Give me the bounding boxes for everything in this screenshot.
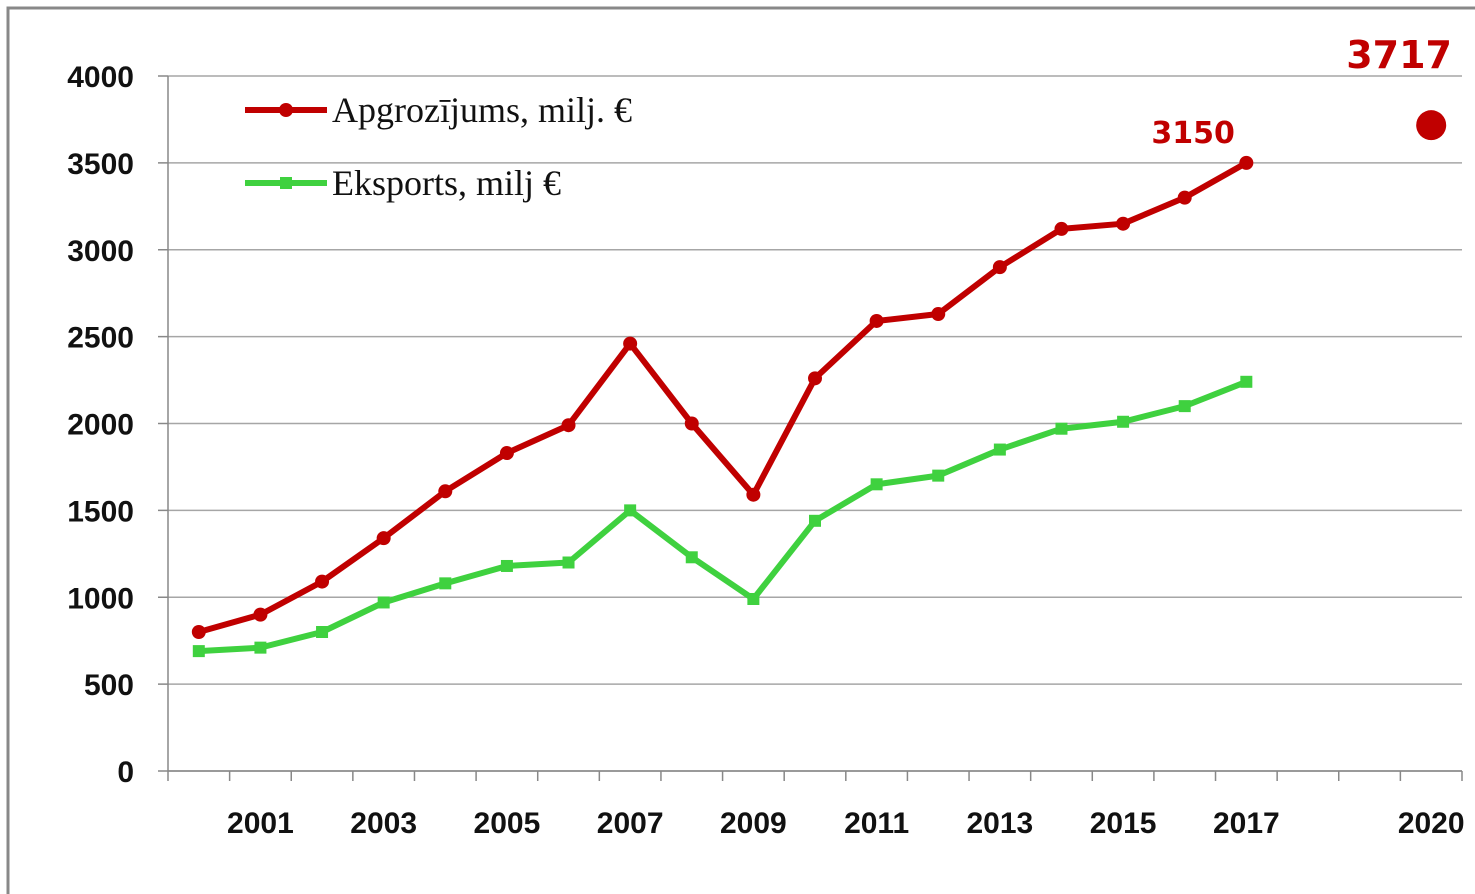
data-point bbox=[499, 446, 514, 461]
data-point bbox=[439, 577, 452, 590]
y-tick-label: 4000 bbox=[67, 61, 134, 94]
data-point bbox=[624, 504, 637, 517]
y-tick-label: 0 bbox=[117, 756, 134, 789]
data-point bbox=[870, 478, 883, 491]
data-point bbox=[808, 371, 822, 386]
legend-marker bbox=[280, 177, 292, 189]
series-line bbox=[198, 379, 1248, 655]
x-tick-label: 2015 bbox=[1090, 807, 1157, 840]
x-tick-label: 2009 bbox=[720, 807, 787, 840]
data-point bbox=[684, 416, 699, 431]
x-tick-label: 2001 bbox=[227, 807, 294, 840]
data-point bbox=[1117, 415, 1130, 428]
data-point bbox=[254, 641, 267, 654]
data-point bbox=[685, 551, 698, 564]
y-tick-label: 1000 bbox=[67, 582, 134, 615]
legend-label: Apgrozījums, milj. € bbox=[332, 90, 632, 130]
data-point bbox=[1239, 155, 1254, 170]
data-point bbox=[316, 626, 329, 638]
legend-marker bbox=[279, 103, 293, 117]
x-tick-label: 2005 bbox=[474, 807, 541, 840]
x-tick-label: 2003 bbox=[350, 807, 417, 840]
data-point bbox=[1116, 216, 1131, 231]
data-point bbox=[253, 607, 268, 622]
x-tick-label: 2013 bbox=[966, 807, 1033, 840]
y-tick-label: 3000 bbox=[67, 235, 134, 268]
data-point bbox=[500, 559, 513, 572]
data-point bbox=[809, 514, 821, 527]
data-point bbox=[1055, 422, 1068, 435]
data-point bbox=[993, 443, 1006, 456]
data-point bbox=[191, 625, 206, 639]
data-point bbox=[1054, 221, 1069, 236]
data-point bbox=[747, 592, 760, 605]
data-point bbox=[1416, 110, 1447, 141]
data-point bbox=[992, 260, 1007, 275]
y-tick-label: 2500 bbox=[67, 322, 134, 355]
frame bbox=[6, 6, 1475, 894]
x-tick-label: 2011 bbox=[844, 807, 909, 840]
y-tick-label: 1500 bbox=[67, 495, 134, 528]
data-point bbox=[869, 313, 884, 328]
data-point bbox=[561, 418, 576, 433]
x-tick-label: 2020 bbox=[1398, 807, 1465, 840]
legend-label: Eksports, milj € bbox=[332, 163, 561, 203]
series-line bbox=[197, 160, 1248, 635]
data-point bbox=[438, 484, 453, 499]
data-point bbox=[931, 307, 946, 322]
data-label: 3150 bbox=[1151, 116, 1235, 151]
data-point bbox=[932, 469, 945, 482]
y-tick-label: 2000 bbox=[67, 409, 134, 442]
y-tick-label: 500 bbox=[84, 669, 134, 702]
data-label: 3717 bbox=[1346, 33, 1452, 77]
data-point bbox=[746, 487, 761, 502]
y-tick-label: 3500 bbox=[67, 148, 134, 181]
data-point bbox=[1178, 400, 1191, 413]
data-point bbox=[315, 574, 330, 589]
x-tick-label: 2017 bbox=[1213, 807, 1280, 840]
data-point bbox=[1240, 375, 1253, 388]
data-point bbox=[376, 531, 391, 546]
data-point bbox=[377, 596, 390, 609]
data-point bbox=[562, 556, 575, 569]
data-point bbox=[1177, 190, 1192, 205]
data-point bbox=[623, 336, 638, 351]
x-tick-label: 2007 bbox=[597, 807, 664, 840]
data-point bbox=[192, 645, 205, 658]
